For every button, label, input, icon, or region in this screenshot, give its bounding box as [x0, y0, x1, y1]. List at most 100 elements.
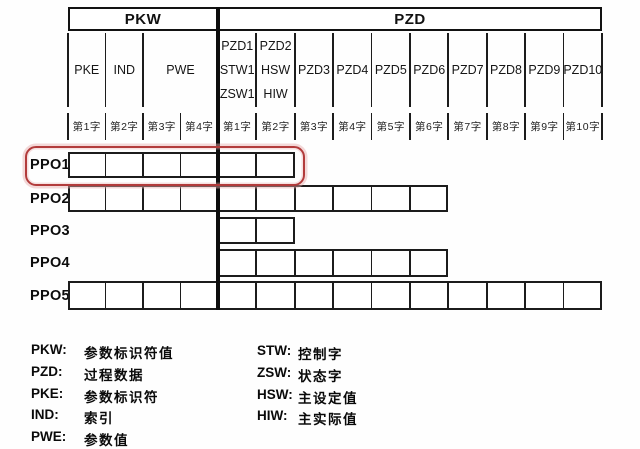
column-header-pzd5: PZD5	[374, 63, 407, 77]
word-label: 第4字	[338, 121, 367, 133]
cell-separator-line	[179, 186, 182, 211]
word-label: 第9字	[530, 121, 559, 133]
cell-separator-line	[332, 282, 334, 309]
word-separator-line	[485, 113, 488, 140]
word-separator-line	[255, 113, 258, 140]
cell-separator-line	[142, 282, 144, 309]
word-separator-line	[524, 113, 526, 140]
cell-separator-line	[485, 282, 488, 309]
word-separator-line	[293, 113, 296, 140]
column-header-pzd3: PZD3	[298, 63, 330, 77]
legend-term: ZSW:	[257, 364, 292, 380]
column-separator-line	[524, 33, 526, 107]
column-header-pzd10: PZD10	[563, 63, 603, 77]
cell-separator-line	[447, 282, 450, 309]
column-separator-line	[409, 33, 411, 107]
cell-separator-line	[179, 282, 182, 309]
legend-term: IND:	[31, 407, 59, 423]
word-separator-line	[332, 113, 334, 140]
cell-separator-line	[142, 186, 144, 211]
legend-definition: 主实际值	[298, 412, 358, 428]
column-header-pzd9: PZD9	[528, 63, 561, 77]
row-cells-ppo2	[68, 185, 449, 212]
pkw-pzd-thick-separator	[216, 7, 220, 310]
word-label: 第2字	[110, 121, 139, 133]
row-cells-ppo5	[68, 281, 602, 310]
cell-separator-line	[562, 282, 565, 309]
legend-definition: 参数标识符	[84, 389, 159, 405]
word-label: 第4字	[185, 121, 214, 133]
word-label: 第3字	[299, 121, 329, 133]
cell-separator-line	[293, 186, 296, 211]
column-header-pzd8: PZD8	[490, 63, 522, 77]
word-separator-line	[409, 113, 411, 140]
cell-separator-line	[255, 250, 258, 276]
column-header-pzd6: PZD6	[413, 63, 446, 77]
cell-separator-line	[370, 282, 373, 309]
column-separator-line	[601, 33, 603, 107]
legend-definition: 主设定值	[298, 390, 358, 406]
column-separator-line	[447, 33, 450, 107]
legend-definition: 过程数据	[84, 367, 144, 383]
word-label: 第8字	[491, 121, 521, 133]
legend-term: PKW:	[31, 342, 67, 357]
cell-separator-line	[142, 153, 144, 177]
pzd-section-header: PZD	[218, 7, 602, 31]
word-separator-line	[142, 113, 144, 140]
cell-separator-line	[293, 250, 296, 276]
row-label-ppo5: PPO5	[30, 287, 70, 304]
legend-definition: 参数标识符值	[84, 346, 174, 361]
cell-separator-line	[104, 186, 107, 211]
cell-separator-line	[370, 186, 373, 211]
cell-separator-line	[255, 186, 258, 211]
column-header-pzd1: PZD1 STW1 ZSW1	[219, 39, 255, 101]
column-separator-line	[332, 33, 334, 107]
pkw-section-header: PKW	[68, 7, 218, 31]
word-separator-line	[104, 113, 107, 140]
cell-separator-line	[524, 282, 526, 309]
cell-separator-line	[409, 186, 411, 211]
word-label: 第2字	[261, 121, 290, 133]
column-separator-line	[562, 33, 565, 107]
legend-term: STW:	[257, 343, 292, 358]
column-header-pzd7: PZD7	[451, 63, 484, 77]
word-label: 第1字	[223, 121, 252, 133]
word-separator-line	[179, 113, 182, 140]
cell-separator-line	[370, 250, 373, 276]
word-separator-line	[447, 113, 450, 140]
column-header-pzd2: PZD2 HSW HIW	[259, 39, 292, 101]
row-label-ppo2: PPO2	[30, 190, 70, 207]
legend-term: PKE:	[31, 385, 64, 401]
cell-separator-line	[255, 282, 258, 309]
cell-separator-line	[409, 250, 411, 276]
word-label: 第1字	[72, 121, 101, 133]
word-label: 第7字	[453, 121, 482, 133]
cell-separator-line	[332, 186, 334, 211]
cell-separator-line	[293, 282, 296, 309]
column-header-pke: PKE	[74, 63, 100, 77]
word-label: 第10字	[565, 121, 601, 133]
legend-definition: 参数值	[84, 433, 129, 449]
ppo1-highlight-outline	[25, 146, 305, 186]
column-separator-line	[485, 33, 488, 107]
word-separator-line	[562, 113, 565, 140]
row-label-ppo1: PPO1	[30, 157, 70, 173]
word-label: 第5字	[376, 121, 405, 133]
cell-separator-line	[104, 282, 107, 309]
column-header-pzd4: PZD4	[336, 63, 369, 77]
cell-separator-line	[255, 218, 258, 243]
legend-term: PWE:	[31, 429, 67, 445]
row-label-ppo4: PPO4	[30, 255, 70, 271]
column-separator-line	[370, 33, 373, 107]
word-separator-line	[67, 113, 69, 140]
legend-definition: 索引	[84, 411, 114, 427]
row-label-ppo3: PPO3	[30, 222, 70, 239]
word-separator-line	[601, 113, 603, 140]
column-header-ind: IND	[113, 63, 136, 77]
cell-separator-line	[104, 153, 107, 177]
word-label: 第3字	[147, 121, 176, 133]
legend-term: HSW:	[257, 386, 293, 402]
column-separator-line	[142, 33, 144, 107]
word-separator-line	[370, 113, 373, 140]
